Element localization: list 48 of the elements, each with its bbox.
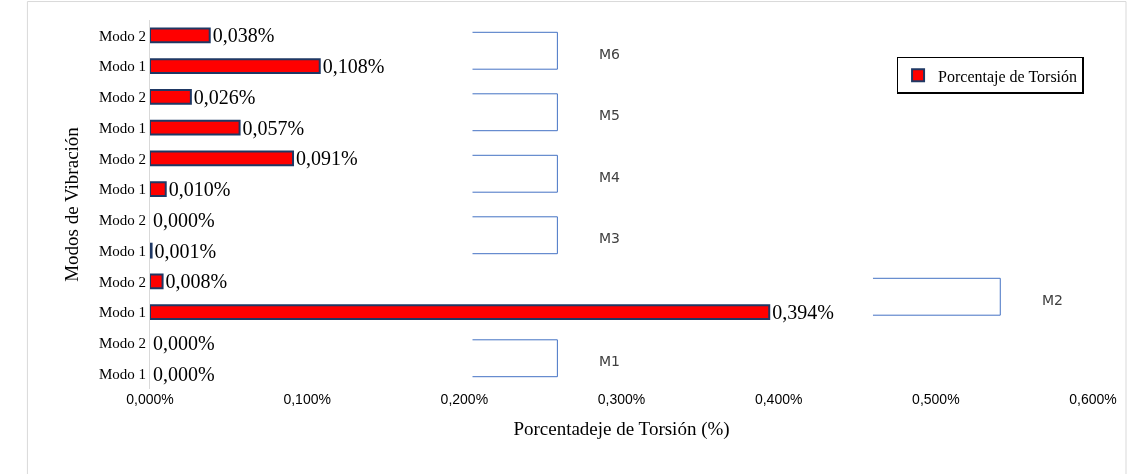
x-tick-label: 0,600%	[1069, 391, 1117, 407]
data-label: 0,057%	[242, 116, 305, 139]
y-tick-label: Modo 2	[98, 212, 146, 229]
y-tick-label: Modo 1	[98, 304, 146, 321]
y-tick-label: Modo 1	[98, 365, 146, 382]
bar	[150, 273, 164, 290]
bar	[150, 150, 295, 167]
bar	[150, 27, 211, 44]
data-label: 0,000%	[153, 331, 215, 354]
x-tick-label: 0,500%	[912, 391, 960, 407]
annotation: M3	[599, 230, 620, 246]
legend-label: Porcentaje de Torsión	[938, 67, 1078, 86]
x-axis-title: Porcentadeje de Torsión (%)	[513, 417, 730, 440]
bar	[150, 58, 321, 75]
bar	[150, 119, 241, 136]
x-tick-label: 0,000%	[126, 391, 174, 407]
y-tick-label: Modo 2	[98, 273, 146, 290]
y-tick-label: Modo 1	[98, 181, 146, 198]
annotation: M1	[599, 353, 620, 369]
data-label: 0,000%	[153, 208, 215, 231]
y-tick-label: Modo 1	[98, 119, 146, 136]
y-tick-label: Modo 1	[98, 58, 146, 75]
data-label: 0,010%	[168, 178, 231, 201]
y-tick-label: Modo 1	[98, 242, 146, 259]
annotation: M5	[599, 107, 620, 123]
data-label: 0,008%	[165, 270, 228, 293]
y-tick-label: Modo 2	[98, 27, 146, 44]
data-label: 0,026%	[193, 85, 256, 108]
data-label: 0,038%	[212, 24, 275, 47]
data-label: 0,000%	[153, 362, 215, 385]
annotation: M6	[599, 46, 621, 62]
x-tick-label: 0,200%	[440, 391, 489, 407]
y-axis-title: Modos de Vibración	[60, 126, 82, 282]
x-tick-label: 0,300%	[597, 391, 646, 407]
y-tick-label: Modo 2	[98, 89, 146, 106]
data-label: 0,394%	[772, 301, 834, 324]
x-tick-label: 0,400%	[754, 391, 803, 407]
x-tick-label: 0,100%	[283, 391, 331, 407]
data-label: 0,108%	[322, 55, 385, 78]
annotation: M2	[1042, 292, 1063, 308]
data-label: 0,091%	[296, 147, 358, 170]
bar	[150, 181, 167, 198]
bar	[150, 304, 771, 321]
data-label: 0,001%	[154, 239, 217, 262]
bar	[150, 88, 192, 105]
y-tick-label: Modo 2	[98, 150, 146, 167]
annotation: M4	[599, 169, 621, 185]
y-tick-label: Modo 2	[98, 335, 146, 352]
